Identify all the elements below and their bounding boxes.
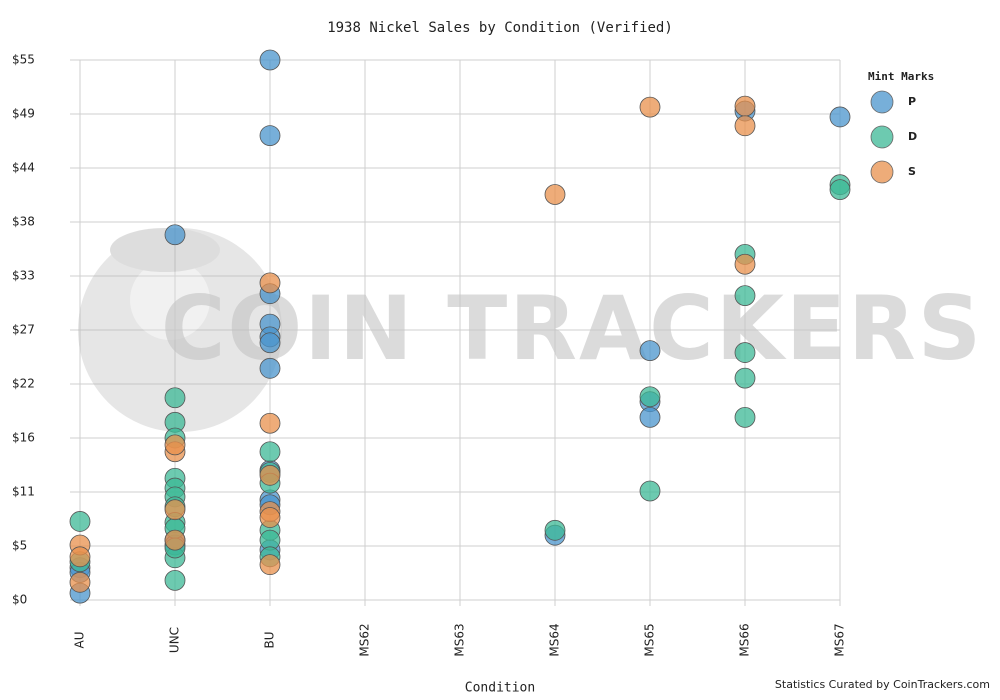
grid (70, 59, 841, 606)
x-tick-label: MS66 (738, 623, 752, 656)
legend-label: S (908, 165, 916, 178)
y-tick-label: $44 (12, 161, 35, 175)
x-tick-label: BU (263, 631, 277, 648)
point (734, 406, 756, 428)
y-tick-label: $33 (12, 269, 35, 283)
point (639, 480, 661, 502)
footer: Statistics Curated by CoinTrackers.com (775, 678, 990, 691)
watermark-text: COIN TRACKERS (161, 277, 983, 380)
point (829, 179, 851, 201)
point (639, 96, 661, 118)
point (259, 125, 281, 147)
point (734, 253, 756, 275)
point (164, 434, 186, 456)
y-tick-label: $0 (12, 593, 27, 607)
y-tick-label: $11 (12, 485, 35, 499)
y-tick-label: $27 (12, 323, 35, 337)
x-tick-label: MS65 (643, 623, 657, 656)
point (259, 49, 281, 71)
point (734, 342, 756, 363)
point (734, 285, 756, 307)
chart-title: 1938 Nickel Sales by Condition (Verified… (327, 20, 673, 36)
legend-label: D (908, 130, 917, 143)
x-tick-label: AU (73, 632, 87, 649)
point (164, 569, 186, 591)
point (639, 340, 661, 362)
point (544, 519, 566, 541)
point (259, 412, 281, 434)
x-tick-label: MS64 (548, 623, 562, 656)
x-tick-label: UNC (168, 627, 182, 653)
point (69, 546, 91, 568)
point (69, 571, 91, 593)
point (164, 499, 186, 521)
point (734, 367, 756, 389)
point (259, 507, 281, 528)
point (259, 554, 281, 576)
legend-marker (870, 160, 894, 184)
point (259, 332, 281, 354)
point (639, 406, 661, 428)
point (69, 511, 91, 532)
point (164, 529, 186, 551)
legend-marker (870, 90, 894, 114)
point (259, 464, 281, 486)
legend-marker (870, 125, 894, 149)
x-tick-label: MS63 (453, 623, 467, 656)
point (734, 115, 756, 137)
y-tick-label: $38 (12, 215, 35, 229)
y-tick-label: $22 (12, 377, 35, 391)
y-tick-label: $55 (12, 53, 35, 67)
point (164, 387, 186, 409)
point (259, 441, 281, 463)
x-axis-label: Condition (465, 681, 535, 696)
y-tick-label: $16 (12, 431, 35, 445)
point (259, 272, 281, 294)
x-tick-label: MS62 (358, 623, 372, 656)
y-tick-label: $49 (12, 107, 35, 121)
point (734, 95, 756, 117)
legend-title: Mint Marks (868, 70, 934, 83)
legend-label: P (908, 95, 916, 108)
point (639, 386, 661, 408)
watermark-logo (78, 228, 282, 432)
point (829, 106, 851, 128)
point (164, 224, 186, 246)
y-tick-label: $5 (12, 539, 27, 553)
point (544, 184, 566, 205)
x-tick-label: MS67 (833, 623, 847, 656)
point (259, 357, 281, 379)
